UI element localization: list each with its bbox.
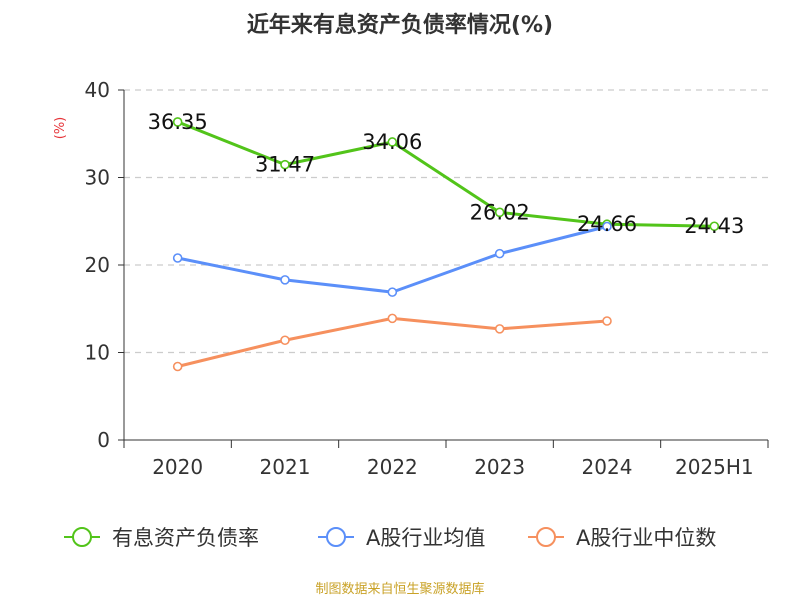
data-point[interactable] — [172, 253, 183, 263]
data-point[interactable] — [280, 335, 290, 346]
data-label: 34.06 — [362, 130, 422, 154]
data-point[interactable] — [494, 324, 505, 334]
legend-label: A股行业均值 — [366, 526, 485, 550]
data-point[interactable] — [280, 275, 290, 285]
chart-title: 近年来有息资产负债率情况(%) — [247, 12, 553, 38]
data-label: 24.66 — [577, 212, 637, 236]
series-line — [177, 225, 608, 294]
grid-lines — [124, 89, 768, 354]
series-layer — [172, 117, 720, 372]
legend-item[interactable]: A股行业均值 — [318, 526, 485, 550]
data-point[interactable] — [387, 287, 398, 297]
legend-swatch-marker — [326, 527, 346, 547]
x-tick-label: 2024 — [582, 455, 633, 479]
legend-item[interactable]: A股行业中位数 — [528, 526, 716, 550]
y-tick-label: 0 — [97, 428, 110, 452]
x-tick-label: 2020 — [152, 455, 203, 479]
x-tick-label: 2021 — [260, 455, 311, 479]
legend-swatch-marker — [536, 527, 556, 547]
data-label: 31.47 — [255, 153, 315, 177]
y-tick-label: 40 — [85, 78, 110, 102]
data-label: 26.02 — [470, 200, 530, 224]
data-label: 24.43 — [684, 214, 744, 238]
y-tick-label: 30 — [85, 166, 110, 190]
data-point[interactable] — [387, 313, 398, 324]
data-point[interactable] — [494, 248, 505, 259]
series-line — [177, 316, 608, 368]
y-tick-label: 20 — [85, 253, 110, 277]
data-point[interactable] — [280, 159, 290, 170]
x-tick-label: 2025H1 — [675, 455, 754, 479]
data-point[interactable] — [172, 117, 183, 127]
series-line — [177, 120, 715, 228]
legend: 有息资产负债率 A股行业均值 A股行业中位数 — [64, 526, 716, 550]
data-point[interactable] — [602, 221, 612, 232]
source-note: 制图数据来自恒生聚源数据库 — [315, 581, 484, 597]
x-tick-label: 2022 — [367, 455, 418, 479]
data-point[interactable] — [494, 207, 505, 218]
data-point[interactable] — [387, 137, 398, 147]
data-point[interactable] — [172, 361, 183, 372]
data-point[interactable] — [602, 316, 612, 326]
y-tick-label: 10 — [85, 341, 110, 365]
y-axis-label: (%) — [53, 117, 68, 140]
axes: 0 10 20 30 40 2020 2021 2022 2023 2024 2025H1 — [85, 78, 769, 479]
x-tick-label: 2023 — [474, 455, 525, 479]
legend-swatch-marker — [72, 527, 92, 547]
data-label: 36.35 — [148, 110, 208, 134]
legend-label: A股行业中位数 — [576, 526, 716, 550]
data-labels: 36.35 31.47 34.06 26.02 24.66 24.43 — [148, 110, 745, 238]
legend-item[interactable]: 有息资产负债率 — [64, 526, 259, 550]
data-point[interactable] — [709, 221, 720, 232]
legend-label: 有息资产负债率 — [112, 526, 259, 550]
